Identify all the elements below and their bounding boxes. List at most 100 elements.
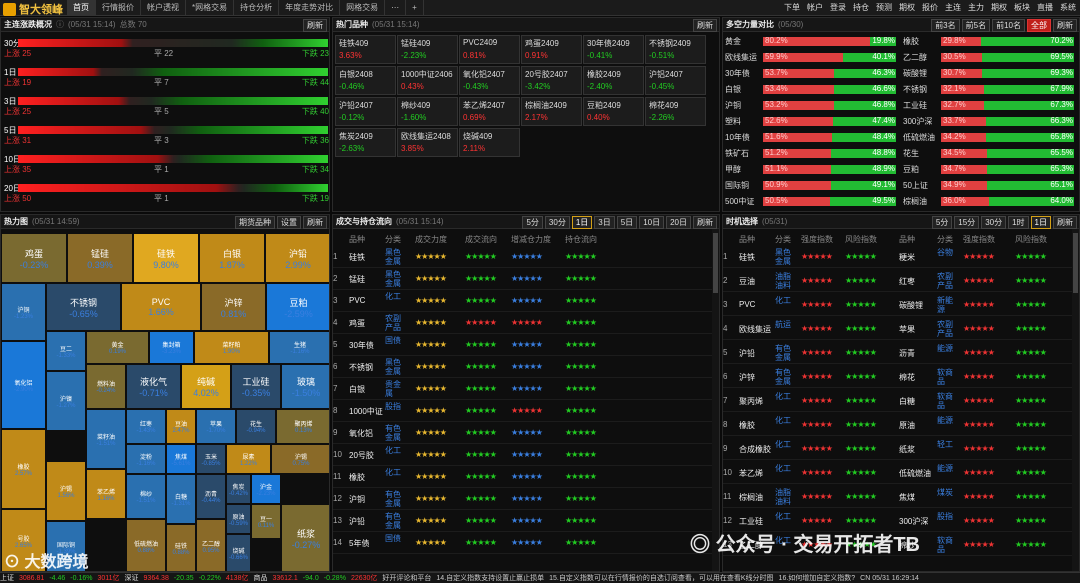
refresh-button[interactable]: 刷新 <box>1053 19 1077 32</box>
table-row[interactable]: 4 鸡蛋 农副产品 ★★★★★ ★★★★★ ★★★★★ ★★★★★ <box>333 313 713 334</box>
table-row[interactable]: 11 棕榈油 油脂油料 ★★★★★ ★★★★★ 焦煤 煤炭 ★★★★★ ★★★★★ <box>723 487 1073 508</box>
heatmap-cell[interactable]: 红枣 -1.43% <box>126 409 166 444</box>
heatmap-cell[interactable]: 硅铁 9.80% <box>133 233 199 283</box>
menu-item-1[interactable]: 帐户 <box>807 3 823 12</box>
heatmap-cell[interactable]: 乙二醇 0.95% <box>196 519 226 571</box>
tab-5[interactable]: 年度走势对比 <box>279 0 341 16</box>
hot-item[interactable]: 棉花409 -2.26% <box>645 97 706 126</box>
heatmap-cell[interactable]: 玉米 -0.85% <box>196 444 226 474</box>
hot-item[interactable]: 棉纱409 -1.60% <box>397 97 458 126</box>
table-row[interactable]: 12 沪铜 有色金属 ★★★★★ ★★★★★ ★★★★★ ★★★★★ <box>333 489 713 510</box>
hot-item[interactable]: 硅铁409 3.63% <box>335 35 396 64</box>
table-row[interactable]: 6 不锈钢 黑色金属 ★★★★★ ★★★★★ ★★★★★ ★★★★★ <box>333 357 713 378</box>
heatmap-cell[interactable]: 硅铁 0.88% <box>166 524 196 571</box>
hot-item[interactable]: 20号胶2407 -3.42% <box>521 66 582 95</box>
tab-1[interactable]: 行情报价 <box>96 0 141 16</box>
heatmap-cell[interactable]: 苯乙烯 1.16% <box>86 469 126 519</box>
hot-item[interactable]: 锰硅409 -2.23% <box>397 35 458 64</box>
table-row[interactable]: 4 欧线集运 航运 ★★★★★ ★★★★★ 苹果 农副产品 ★★★★★ ★★★★★ <box>723 319 1073 340</box>
table-row[interactable]: 8 1000中证 股指 ★★★★★ ★★★★★ ★★★★★ ★★★★★ <box>333 401 713 422</box>
menu-item-6[interactable]: 报价 <box>922 3 938 12</box>
heatmap-cell[interactable]: 尿素 1.22% <box>226 444 271 474</box>
menu-item-3[interactable]: 持仓 <box>853 3 869 12</box>
heatmap-cell[interactable]: 豆油 2.47% <box>166 409 196 444</box>
hot-item[interactable]: 苯乙烯2407 0.69% <box>459 97 520 126</box>
hot-item[interactable]: 不锈钢2409 -0.51% <box>645 35 706 64</box>
heatmap-cell[interactable]: 沪金 -2.23% <box>251 474 281 504</box>
heatmap-cell[interactable]: 沪锡 0.75% <box>271 444 329 474</box>
heatmap-cell[interactable]: 橡胶 2.57% <box>1 429 46 509</box>
period-button[interactable]: 15分 <box>954 216 980 229</box>
period-button[interactable]: 1日 <box>1030 216 1051 229</box>
heatmap-cell[interactable]: 黄金 0.19% <box>86 331 149 364</box>
heatmap-cell[interactable]: 沥青 -0.44% <box>196 474 226 519</box>
menu-item-9[interactable]: 期权 <box>991 3 1007 12</box>
heatmap-cell[interactable]: 集封箱 -3.23% <box>149 331 194 364</box>
heatmap-cell[interactable]: 氧化铝 -2.90% <box>1 341 46 429</box>
table-row[interactable]: 2 豆油 油脂油料 ★★★★★ ★★★★★ 红枣 农副产品 ★★★★★ ★★★★★ <box>723 271 1073 292</box>
period-button[interactable]: 5分 <box>931 216 953 229</box>
scrollbar[interactable] <box>712 229 719 571</box>
table-row[interactable]: 1 硅铁 黑色金属 ★★★★★ ★★★★★ ★★★★★ ★★★★★ <box>333 247 713 268</box>
heatmap-cell[interactable]: 沪镍 -1.27% <box>46 371 86 431</box>
heatmap-cell[interactable]: 沪锡 1.56% <box>46 461 86 521</box>
hot-item[interactable]: 欧线集运2408 3.85% <box>397 128 458 157</box>
heatmap-button[interactable]: 设置 <box>277 216 301 229</box>
heatmap-cell[interactable]: 国际铜 -1.39% <box>46 521 86 571</box>
rank-button[interactable]: 全部 <box>1027 19 1051 32</box>
period-button[interactable]: 3日 <box>594 216 615 229</box>
heatmap-cell[interactable]: 棉纱 -1.51% <box>126 474 166 519</box>
hot-item[interactable]: 棕榈油2409 2.17% <box>521 97 582 126</box>
menu-item-7[interactable]: 主连 <box>945 3 961 12</box>
hot-item[interactable]: 鸡蛋2409 0.91% <box>521 35 582 64</box>
heatmap-cell[interactable]: 焦炭 -0.42% <box>226 474 251 504</box>
tab-2[interactable]: 帐户透视 <box>141 0 186 16</box>
heatmap-cell[interactable]: 生猪 -1.16% <box>269 331 329 364</box>
hot-item[interactable]: 烧碱409 2.11% <box>459 128 520 157</box>
refresh-button[interactable]: 刷新 <box>693 19 717 32</box>
refresh-button[interactable]: 刷新 <box>303 19 327 32</box>
hot-item[interactable]: 沪铅2407 -0.12% <box>335 97 396 126</box>
menu-item-5[interactable]: 期权 <box>899 3 915 12</box>
heatmap-cell[interactable]: 豆粕 -2.59% <box>266 283 329 331</box>
table-row[interactable]: 5 30年债 国债 ★★★★★ ★★★★★ ★★★★★ ★★★★★ <box>333 335 713 356</box>
scrollbar[interactable] <box>1072 229 1079 571</box>
heatmap-cell[interactable]: 工业硅 -0.35% <box>231 364 281 409</box>
table-row[interactable]: 8 橡胶 化工 ★★★★★ ★★★★★ 原油 能源 ★★★★★ ★★★★★ <box>723 415 1073 436</box>
heatmap-cell[interactable]: 液化气 -0.71% <box>126 364 181 409</box>
period-button[interactable]: 5日 <box>616 216 638 229</box>
table-row[interactable]: 5 沪铅 有色金属 ★★★★★ ★★★★★ 沥青 能源 ★★★★★ ★★★★★ <box>723 343 1073 364</box>
heatmap-cell[interactable]: 原油 -0.59% <box>226 504 251 534</box>
heatmap-cell[interactable]: 聚丙烯 0.13% <box>276 409 329 444</box>
rank-button[interactable]: 前3名 <box>931 19 960 32</box>
rank-button[interactable]: 前10名 <box>992 19 1025 32</box>
heatmap-cell[interactable]: 苹果 -1.70% <box>196 409 236 444</box>
period-button[interactable]: 10日 <box>639 216 665 229</box>
rank-button[interactable]: 前5名 <box>961 19 991 32</box>
table-row[interactable]: 10 20号胶 化工 ★★★★★ ★★★★★ ★★★★★ ★★★★★ <box>333 445 713 466</box>
period-button[interactable]: 1时 <box>1008 216 1029 229</box>
hot-item[interactable]: 白银2408 -0.46% <box>335 66 396 95</box>
menu-item-8[interactable]: 主力 <box>968 3 984 12</box>
heatmap-cell[interactable]: 豆一 0.11% <box>251 504 281 539</box>
heatmap-cell[interactable]: 沪铜 -1.23% <box>1 283 46 341</box>
table-row[interactable]: 13 沪铅 有色金属 ★★★★★ ★★★★★ ★★★★★ ★★★★★ <box>333 511 713 532</box>
heatmap-button[interactable]: 期货品种 <box>235 216 275 229</box>
heatmap-cell[interactable]: 淀粉 -1.16% <box>126 444 166 474</box>
hot-item[interactable]: 沪铝2407 -0.45% <box>645 66 706 95</box>
tab-3[interactable]: *网格交易 <box>186 0 235 16</box>
heatmap-cell[interactable]: 花生 -0.94% <box>236 409 276 444</box>
heatmap-cell[interactable]: 菜籽粕 1.90% <box>194 331 269 364</box>
menu-item-0[interactable]: 下单 <box>784 3 800 12</box>
period-button[interactable]: 1日 <box>571 216 593 229</box>
period-button[interactable]: 5分 <box>522 216 543 229</box>
menu-item-2[interactable]: 登录 <box>830 3 846 12</box>
table-row[interactable]: 13 乙二醇 化工 ★★★★★ ★★★★★ 棉纱 软商品 ★★★★★ ★★★★★ <box>723 535 1073 556</box>
table-row[interactable]: 7 聚丙烯 化工 ★★★★★ ★★★★★ 白糖 软商品 ★★★★★ ★★★★★ <box>723 391 1073 412</box>
hot-item[interactable]: 氧化铝2407 -0.43% <box>459 66 520 95</box>
heatmap-cell[interactable]: 菜籽油 -1.51% <box>86 409 126 469</box>
hot-item[interactable]: 橡胶2409 -2.40% <box>583 66 644 95</box>
heatmap-cell[interactable]: 纸浆 -0.27% <box>281 504 329 571</box>
menu-item-4[interactable]: 预测 <box>876 3 892 12</box>
menu-item-11[interactable]: 直播 <box>1037 3 1053 12</box>
